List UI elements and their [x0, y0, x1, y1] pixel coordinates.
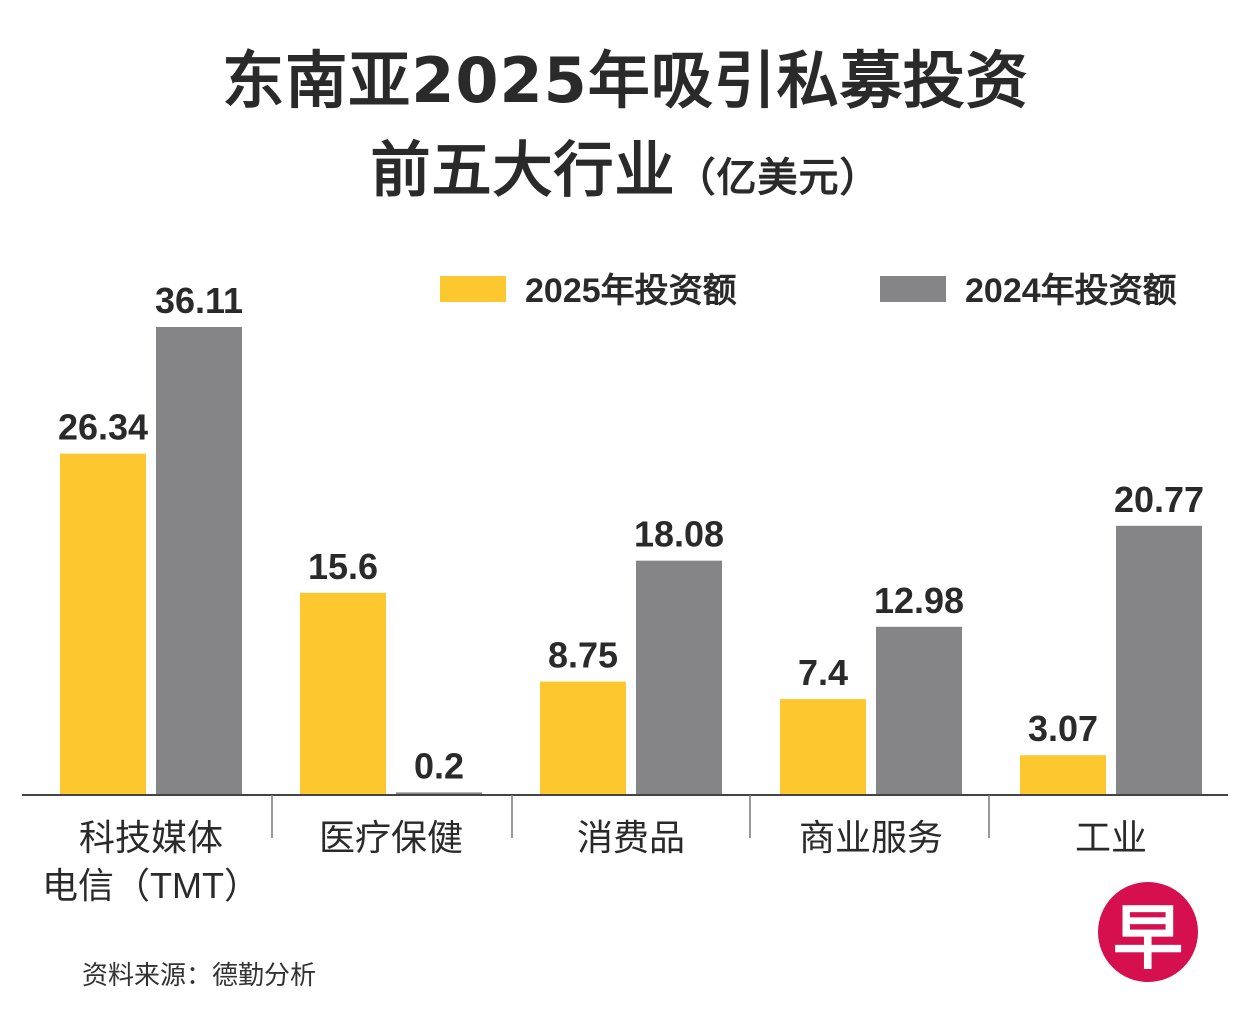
logo-text: 早 — [1113, 896, 1183, 979]
source-note: 资料来源：德勤分析 — [82, 961, 317, 991]
value-label-4-0: 3.07 — [1028, 708, 1098, 749]
legend-swatch-0 — [440, 276, 506, 302]
legend-label-0: 2025年投资额 — [525, 272, 737, 310]
bar-3-1 — [876, 626, 962, 795]
value-label-3-0: 7.4 — [798, 652, 848, 693]
category-label-2-0: 消费品 — [577, 817, 685, 858]
value-label-1-0: 15.6 — [308, 546, 378, 587]
bar-4-1 — [1116, 525, 1202, 795]
zaobao-logo: 早 — [1098, 882, 1198, 982]
value-label-0-1: 36.11 — [155, 280, 243, 321]
bar-3-0 — [780, 699, 866, 795]
legend-swatch-1 — [880, 276, 946, 302]
category-label-0-1: 电信（TMT） — [42, 865, 260, 906]
bar-2-0 — [540, 681, 626, 795]
value-label-2-0: 8.75 — [548, 635, 618, 676]
value-label-4-1: 20.77 — [1114, 479, 1204, 520]
bar-2-1 — [636, 560, 722, 795]
chart-unit: （亿美元） — [675, 155, 881, 201]
bar-1-0 — [300, 592, 386, 795]
category-label-3-0: 商业服务 — [799, 817, 943, 858]
value-label-2-1: 18.08 — [634, 514, 724, 555]
value-label-3-1: 12.98 — [874, 580, 964, 621]
category-label-4-0: 工业 — [1075, 817, 1147, 858]
bar-0-1 — [156, 327, 242, 795]
category-label-0-0: 科技媒体 — [79, 817, 223, 858]
bar-4-0 — [1020, 755, 1106, 795]
legend-label-1: 2024年投资额 — [965, 272, 1177, 310]
chart-subtitle: 前五大行业（亿美元） — [0, 122, 1251, 209]
chart-title: 东南亚2025年吸引私募投资 — [222, 44, 1029, 117]
value-label-0-0: 26.34 — [58, 407, 148, 448]
bar-1-1 — [396, 792, 482, 795]
chart-subtitle-text: 前五大行业 — [370, 136, 676, 206]
bar-0-0 — [60, 453, 146, 795]
value-label-1-1: 0.2 — [414, 745, 464, 786]
category-label-1-0: 医疗保健 — [319, 817, 463, 858]
